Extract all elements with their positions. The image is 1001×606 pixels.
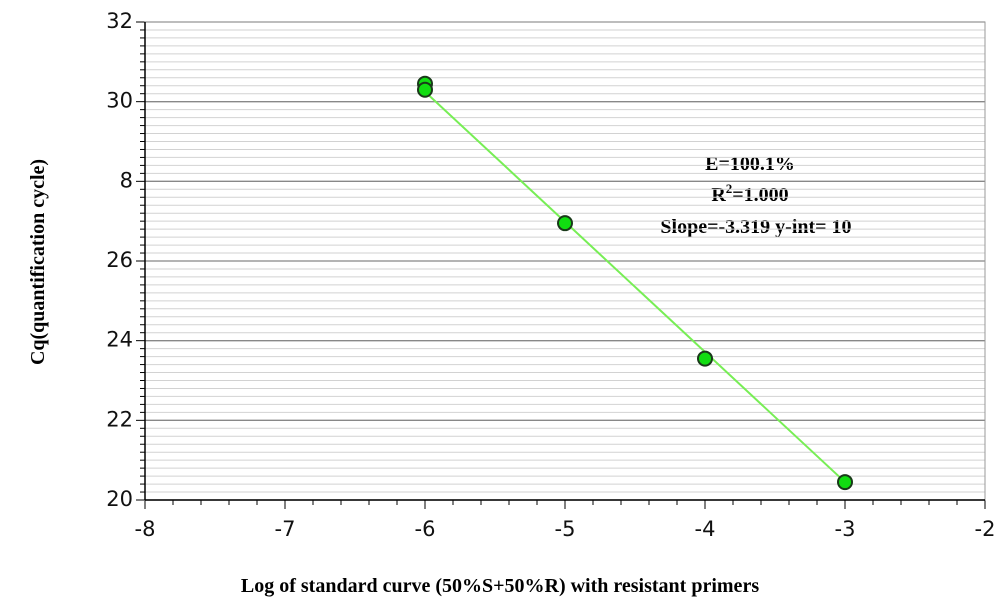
y-tick-label: 22 bbox=[106, 407, 133, 431]
annotation: Slope=-3.319 y-int= 10 bbox=[660, 216, 851, 238]
annotation: =1.000 bbox=[732, 184, 788, 206]
x-tick-label: -6 bbox=[415, 517, 436, 541]
y-tick-label: 26 bbox=[106, 248, 133, 272]
y-axis-title: Cq(quantification cycle) bbox=[27, 159, 49, 365]
x-axis-title: Log of standard curve (50%S+50%R) with r… bbox=[241, 575, 759, 597]
point bbox=[417, 81, 433, 98]
point bbox=[557, 215, 573, 232]
x-tick-label: -3 bbox=[835, 517, 856, 541]
annotation: E=100.1% bbox=[705, 153, 795, 175]
y-tick-label: 30 bbox=[106, 89, 133, 113]
x-tick-label: -2 bbox=[975, 517, 996, 541]
x-tick-label: -8 bbox=[135, 517, 156, 541]
y-tick-label: 32 bbox=[106, 9, 133, 33]
point bbox=[697, 350, 713, 367]
point bbox=[837, 474, 853, 491]
annotation: R2=1.000 bbox=[711, 181, 788, 206]
x-tick-label: -4 bbox=[695, 517, 716, 541]
annotation: 2 bbox=[726, 181, 733, 196]
annotation: R bbox=[711, 184, 726, 206]
fit-line bbox=[424, 90, 846, 483]
y-tick-label: 20 bbox=[106, 487, 133, 511]
x-tick-label: -5 bbox=[555, 517, 576, 541]
y-tick-label: 24 bbox=[106, 328, 133, 352]
x-tick-label: -7 bbox=[275, 517, 296, 541]
y-tick-label: 8 bbox=[120, 168, 133, 192]
